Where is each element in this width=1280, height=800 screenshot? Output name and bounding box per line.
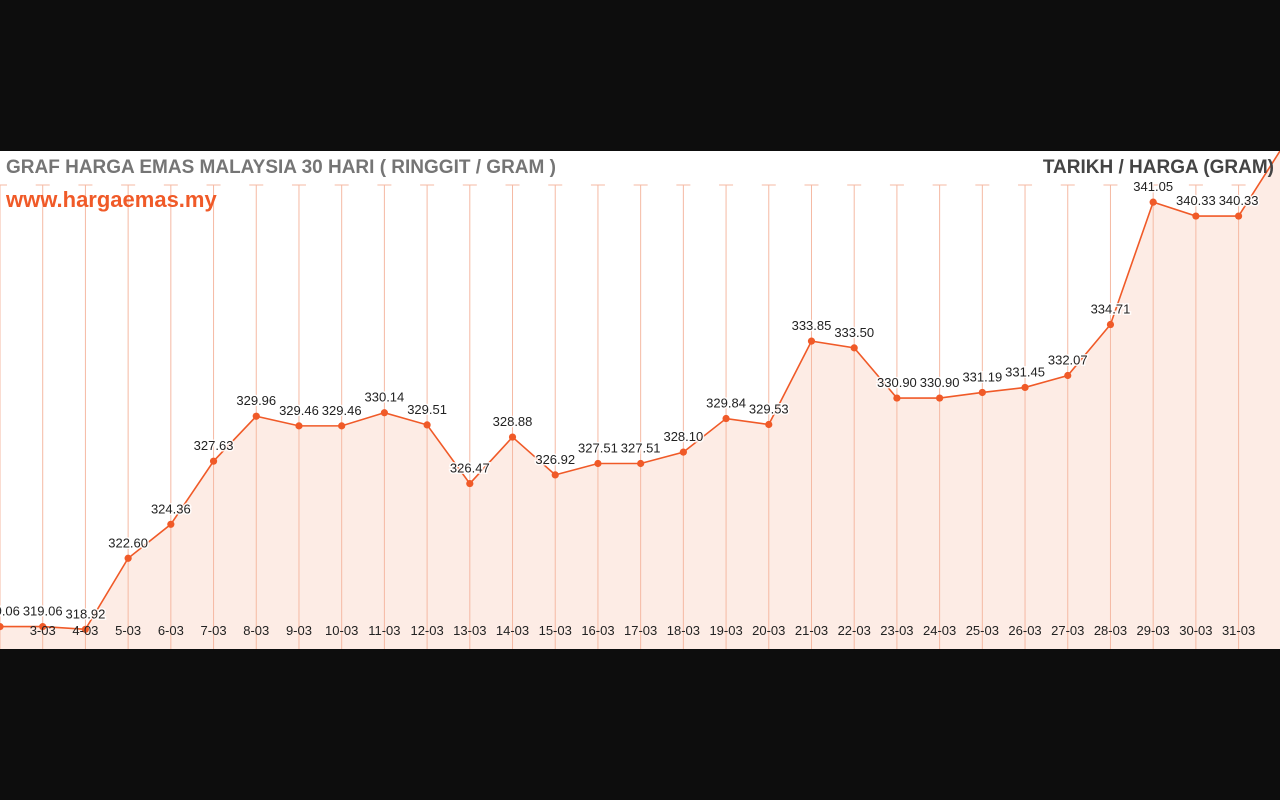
data-label: 332.07 [1048, 352, 1088, 367]
x-tick-label: 14-03 [496, 623, 529, 638]
data-label: 327.51 [621, 441, 661, 456]
data-point [679, 448, 687, 456]
data-point [551, 471, 559, 479]
data-point [1064, 371, 1072, 380]
data-label: 330.90 [920, 375, 960, 390]
x-tick-label: 12-03 [410, 623, 443, 638]
data-label: 326.92 [535, 452, 575, 467]
data-label: 327.51 [578, 441, 618, 456]
data-point [252, 412, 260, 420]
data-point [295, 422, 303, 430]
data-point [1021, 383, 1029, 392]
x-tick-label: 26-03 [1008, 623, 1041, 638]
data-label: 329.96 [236, 393, 276, 408]
legend-label: TARIKH / HARGA (GRAM) [1042, 157, 1274, 178]
area-fill [0, 151, 1280, 649]
data-label: 328.10 [663, 429, 703, 444]
site-link[interactable]: www.hargaemas.my [6, 187, 217, 212]
data-label: 322.60 [108, 535, 148, 550]
x-tick-label: 16-03 [581, 623, 614, 638]
x-tick-label: 11-03 [368, 623, 400, 638]
x-tick-label: 25-03 [966, 623, 999, 638]
data-point [807, 337, 816, 345]
data-label: 326.47 [450, 461, 490, 476]
x-tick-label: 7-03 [201, 623, 227, 638]
x-tick-label: 30-03 [1179, 623, 1212, 638]
data-label: 329.46 [322, 403, 362, 418]
data-label: 324.36 [151, 501, 191, 516]
x-tick-label: 4-03 [72, 623, 98, 638]
x-tick-label: 21-03 [795, 623, 828, 638]
x-tick-label: 13-03 [453, 623, 486, 638]
data-label: 341.05 [1133, 179, 1173, 194]
data-label: 328.88 [493, 414, 533, 429]
x-tick-label: 19-03 [709, 623, 742, 638]
data-label: 319.06 [0, 604, 20, 619]
x-tick-label: 31-03 [1222, 623, 1255, 638]
chart-title: GRAF HARGA EMAS MALAYSIA 30 HARI ( RINGG… [6, 157, 556, 178]
data-point [0, 623, 4, 631]
data-label: 329.51 [407, 402, 447, 417]
x-tick-label: 24-03 [923, 623, 956, 638]
x-tick-label: 5-03 [115, 623, 141, 638]
data-label: 319.06 [23, 604, 63, 619]
x-tick-label: 10-03 [325, 623, 358, 638]
data-point [1192, 212, 1200, 220]
x-tick-label: 6-03 [158, 623, 184, 638]
x-tick-label: 3-03 [30, 623, 56, 638]
data-label: 340.33 [1219, 193, 1259, 208]
data-point [39, 623, 47, 631]
data-point [167, 520, 175, 528]
x-tick-label: 18-03 [667, 623, 700, 638]
gold-price-chart: 319.06319.06318.92322.60324.36327.63329.… [0, 151, 1280, 649]
data-point [338, 422, 346, 430]
data-label: 333.85 [792, 318, 832, 333]
x-tick-label: 20-03 [752, 623, 785, 638]
data-point [722, 414, 730, 423]
data-point [1234, 212, 1243, 220]
data-label: 327.63 [194, 438, 234, 453]
data-label: 330.14 [365, 390, 405, 405]
x-tick-label: 23-03 [880, 623, 913, 638]
data-label: 340.33 [1176, 193, 1216, 208]
data-point [936, 394, 944, 402]
data-point [765, 420, 773, 429]
data-point [594, 459, 602, 468]
data-point [1106, 320, 1115, 329]
x-tick-label: 27-03 [1051, 623, 1084, 638]
data-point [209, 457, 218, 465]
data-point [850, 344, 858, 352]
chart-plot: 319.06319.06318.92322.60324.36327.63329.… [0, 151, 1280, 649]
x-tick-label: 28-03 [1094, 623, 1127, 638]
data-point [380, 409, 388, 417]
data-point [1149, 198, 1157, 206]
data-point [978, 388, 986, 397]
data-label: 329.84 [706, 396, 746, 411]
data-label: 330.90 [877, 375, 917, 390]
data-label: 333.50 [834, 325, 874, 340]
data-point [893, 394, 901, 402]
x-tick-label: 8-03 [243, 623, 269, 638]
data-point [466, 479, 474, 488]
data-label: 331.19 [962, 369, 1002, 384]
x-tick-label: 15-03 [539, 623, 572, 638]
data-point [81, 625, 90, 633]
data-label: 318.92 [66, 606, 106, 621]
x-tick-label: 22-03 [838, 623, 871, 638]
x-tick-label: 9-03 [286, 623, 312, 638]
data-label: 329.53 [749, 402, 789, 417]
x-tick-label: 29-03 [1137, 623, 1170, 638]
data-label: 331.45 [1005, 364, 1045, 379]
data-point [637, 459, 645, 468]
x-tick-label: 17-03 [624, 623, 657, 638]
data-label: 329.46 [279, 403, 319, 418]
data-point [423, 421, 431, 429]
data-point [124, 554, 132, 562]
data-point [508, 433, 517, 441]
data-label: 334.71 [1091, 302, 1131, 317]
